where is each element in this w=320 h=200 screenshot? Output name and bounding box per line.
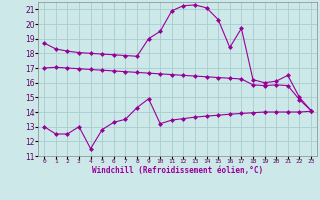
X-axis label: Windchill (Refroidissement éolien,°C): Windchill (Refroidissement éolien,°C) [92,166,263,175]
